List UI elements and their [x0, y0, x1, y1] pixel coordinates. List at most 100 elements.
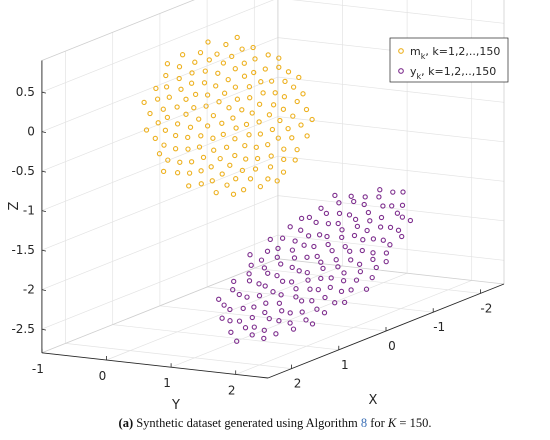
data-point-y	[369, 274, 375, 281]
wall2-grid-z	[277, 155, 505, 182]
data-point-y	[242, 325, 249, 331]
data-point-y	[261, 265, 268, 271]
data-point-m	[204, 92, 211, 98]
data-point-m	[234, 96, 241, 102]
data-point-m	[298, 122, 304, 128]
data-point-m	[265, 141, 271, 148]
data-point-y	[291, 255, 298, 261]
data-point-m	[300, 91, 306, 97]
z-tick-label: -1.5	[11, 243, 34, 257]
data-point-m	[239, 46, 245, 52]
data-point-y	[383, 258, 389, 265]
data-point-y	[321, 310, 328, 316]
data-point-y	[360, 237, 366, 243]
data-point-y	[348, 287, 354, 293]
data-point-y	[328, 275, 334, 281]
data-point-y	[340, 278, 347, 284]
x-axis-label: X	[369, 393, 378, 408]
z-tick-mark	[41, 249, 46, 252]
data-point-m	[252, 166, 259, 172]
data-point-y	[298, 215, 305, 222]
data-point-y	[394, 210, 401, 216]
data-point-m	[281, 94, 288, 100]
data-point-y	[380, 203, 386, 209]
data-point-m	[242, 142, 248, 149]
data-point-m	[250, 44, 256, 51]
data-point-m	[262, 66, 268, 72]
data-point-y	[348, 193, 354, 199]
data-point-m	[294, 98, 300, 105]
data-point-m	[280, 106, 287, 112]
z-tick-label: 0	[27, 125, 35, 139]
data-point-y	[351, 232, 358, 239]
data-point-m	[226, 105, 232, 111]
data-point-y	[329, 247, 335, 254]
data-point-m	[277, 117, 283, 124]
caption-text-after: for	[367, 416, 388, 430]
wall2-grid-z	[277, 234, 505, 261]
y-tick-label: 2	[228, 383, 236, 397]
data-point-m	[191, 105, 197, 111]
z-axis-label: Z	[7, 201, 22, 210]
data-point-m	[243, 121, 250, 128]
data-point-m	[183, 96, 189, 102]
data-point-m	[249, 110, 255, 116]
box-edge	[41, 0, 195, 61]
data-point-y	[313, 219, 319, 226]
data-point-m	[160, 168, 167, 175]
data-point-m	[246, 132, 252, 138]
data-point-y	[342, 243, 348, 250]
data-point-m	[205, 39, 211, 45]
data-point-m	[154, 96, 161, 102]
data-point-m	[232, 136, 238, 142]
data-point-m	[200, 154, 207, 161]
data-point-y	[341, 270, 347, 276]
data-point-y	[216, 296, 222, 302]
data-point-y	[219, 315, 225, 321]
data-point-y	[377, 224, 384, 230]
data-point-m	[281, 146, 287, 152]
data-point-y	[348, 257, 354, 263]
data-point-y	[262, 309, 268, 316]
data-point-y	[287, 224, 293, 230]
data-point-y	[258, 257, 265, 263]
data-point-m	[185, 134, 191, 141]
data-point-m	[260, 90, 266, 96]
data-point-m	[216, 99, 222, 105]
data-point-y	[278, 261, 284, 267]
data-point-m	[256, 101, 263, 107]
data-point-y	[274, 254, 280, 260]
data-point-m	[172, 132, 179, 139]
data-point-y	[249, 332, 255, 338]
floor-grid-x	[112, 324, 339, 351]
data-point-m	[185, 146, 191, 152]
data-point-y	[335, 220, 341, 227]
data-point-m	[303, 106, 310, 113]
floor-grid-x	[159, 305, 387, 332]
data-point-m	[213, 189, 219, 196]
data-point-m	[174, 170, 181, 176]
data-point-y	[370, 256, 376, 263]
caption-var-k: K	[387, 416, 397, 430]
caption-text-before: Synthetic dataset generated using Algori…	[133, 416, 361, 430]
data-point-m	[232, 66, 238, 72]
data-point-m	[275, 135, 281, 141]
data-point-m	[221, 90, 228, 96]
data-point-y	[354, 223, 361, 230]
data-point-y	[387, 242, 393, 248]
algorithm-reference-link[interactable]: 8	[360, 416, 368, 430]
data-point-m	[251, 69, 257, 76]
data-point-y	[278, 292, 284, 298]
data-point-m	[223, 41, 229, 48]
data-point-m	[188, 159, 195, 165]
series-m-points	[141, 34, 315, 197]
wall2-grid-z	[277, 76, 505, 103]
data-point-y	[364, 227, 370, 234]
data-point-y	[390, 189, 396, 195]
floor-grid-y	[106, 265, 343, 361]
data-point-y	[236, 318, 243, 324]
data-point-m	[234, 34, 240, 41]
data-point-y	[346, 212, 353, 218]
data-point-m	[247, 176, 254, 182]
data-point-y	[251, 304, 257, 310]
